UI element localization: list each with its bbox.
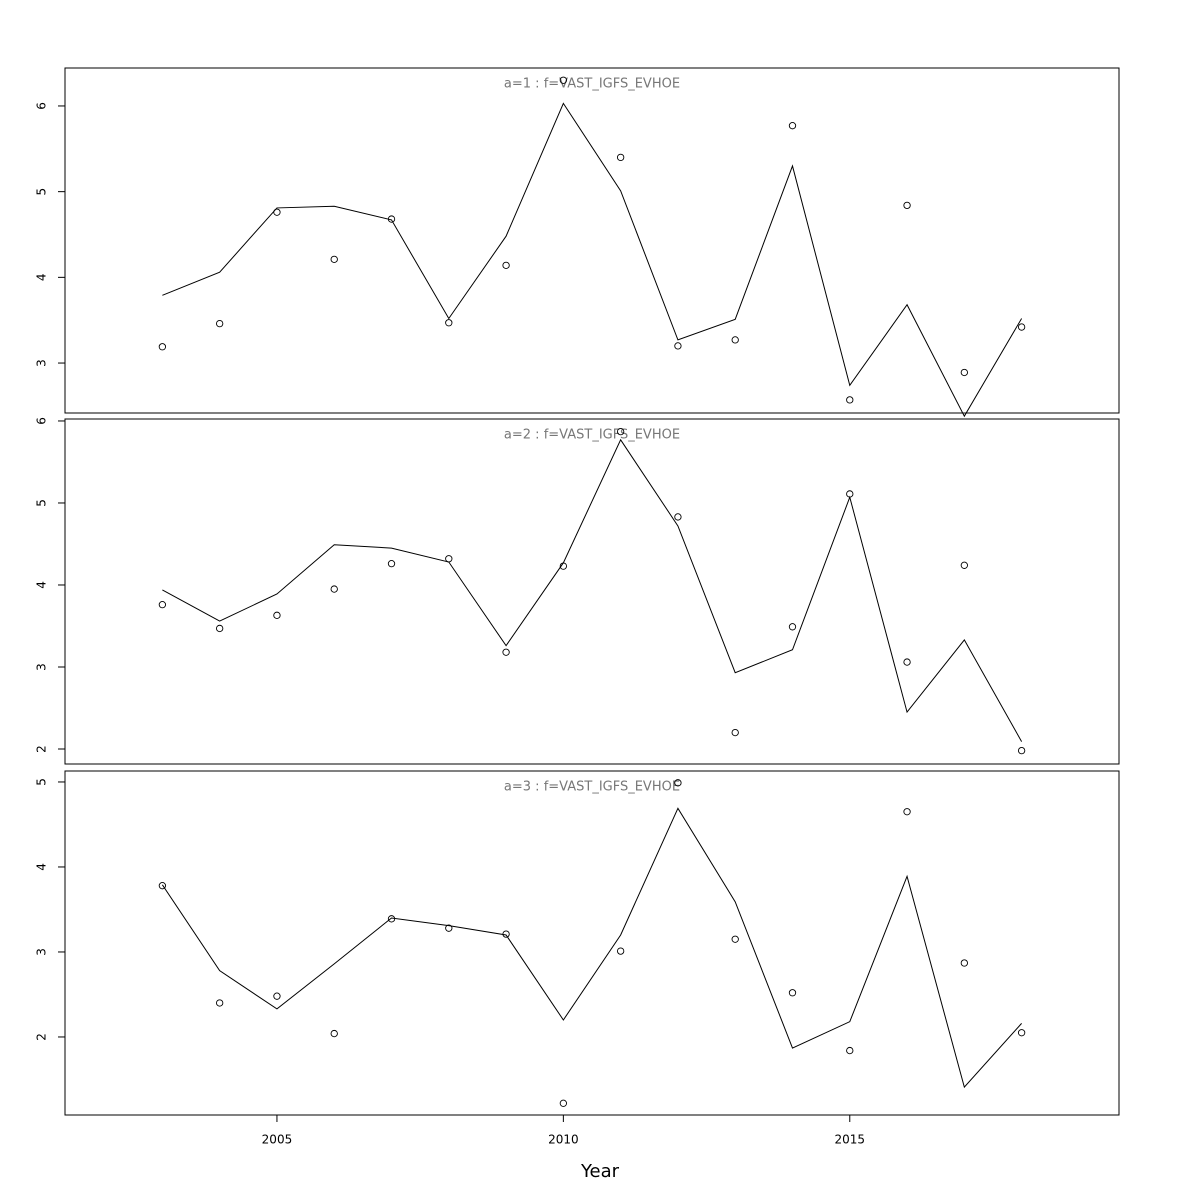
observed-point bbox=[674, 513, 682, 521]
observed-point bbox=[158, 882, 167, 890]
observed-point bbox=[788, 623, 797, 631]
y-tick-label: 5 bbox=[35, 499, 49, 507]
y-tick-label: 3 bbox=[35, 948, 49, 956]
observed-point bbox=[216, 319, 224, 328]
panel-title: a=2 : f=VAST_IGFS_EVHOE bbox=[504, 428, 680, 443]
observed-point bbox=[788, 122, 797, 130]
observed-point bbox=[559, 562, 568, 570]
observed-point bbox=[330, 1029, 338, 1038]
fitted-line bbox=[162, 438, 1023, 742]
plot-box bbox=[64, 67, 1120, 414]
observed-point bbox=[559, 76, 568, 84]
observed-point bbox=[960, 959, 968, 967]
observed-point bbox=[960, 368, 968, 377]
observed-point bbox=[616, 947, 625, 955]
x-tick-label: 2010 bbox=[548, 1133, 579, 1147]
observed-point bbox=[330, 585, 338, 593]
fitted-line bbox=[161, 807, 1022, 1089]
panel-title: a=3 : f=VAST_IGFS_EVHOE bbox=[504, 780, 680, 795]
panel-title: a=1 : f=VAST_IGFS_EVHOE bbox=[504, 77, 680, 92]
observed-point bbox=[903, 808, 911, 816]
y-tick-label: 3 bbox=[35, 359, 49, 367]
observed-point bbox=[731, 336, 739, 344]
observed-point bbox=[731, 935, 739, 943]
observed-point bbox=[502, 261, 510, 270]
y-tick-label: 2 bbox=[35, 1033, 49, 1041]
observed-point bbox=[846, 490, 854, 498]
observed-point bbox=[674, 779, 682, 787]
observed-point bbox=[960, 561, 968, 569]
observed-point bbox=[273, 992, 281, 1000]
observed-point bbox=[445, 319, 453, 327]
x-axis-label: Year bbox=[580, 1161, 620, 1182]
observed-point bbox=[445, 555, 453, 563]
observed-point bbox=[1017, 1029, 1026, 1037]
observed-point bbox=[903, 658, 911, 666]
y-tick-label: 5 bbox=[35, 778, 49, 786]
y-tick-label: 5 bbox=[35, 188, 49, 196]
x-tick-label: 2015 bbox=[834, 1133, 865, 1147]
observed-point bbox=[387, 560, 396, 568]
fitted-line bbox=[162, 102, 1023, 418]
observed-point bbox=[502, 648, 510, 656]
observed-point bbox=[158, 601, 167, 609]
y-tick-label: 4 bbox=[35, 863, 49, 871]
observed-point bbox=[788, 989, 797, 997]
y-tick-label: 4 bbox=[35, 581, 49, 589]
observed-point bbox=[559, 1099, 568, 1107]
y-tick-label: 3 bbox=[35, 663, 49, 671]
observed-point bbox=[330, 255, 338, 264]
observed-point bbox=[846, 1046, 854, 1055]
y-tick-label: 2 bbox=[35, 745, 49, 753]
observed-point bbox=[1017, 746, 1026, 755]
y-tick-label: 6 bbox=[35, 417, 49, 425]
y-tick-label: 4 bbox=[35, 274, 49, 282]
observed-point bbox=[387, 915, 396, 923]
observed-point bbox=[846, 396, 854, 404]
observed-point bbox=[158, 343, 167, 351]
y-tick-label: 6 bbox=[35, 102, 49, 110]
observed-point bbox=[731, 728, 739, 737]
x-tick-label: 2005 bbox=[262, 1133, 293, 1147]
plot-box bbox=[64, 418, 1120, 765]
observed-point bbox=[1017, 323, 1026, 331]
observed-point bbox=[616, 153, 625, 162]
observed-point bbox=[273, 208, 281, 216]
observed-point bbox=[903, 201, 911, 210]
observed-point bbox=[674, 342, 682, 350]
plot-box bbox=[64, 770, 1120, 1116]
observed-point bbox=[216, 624, 224, 633]
observed-point bbox=[445, 924, 453, 932]
observed-point bbox=[387, 215, 396, 223]
observed-point bbox=[616, 427, 625, 436]
observed-point bbox=[502, 930, 510, 938]
observed-point bbox=[216, 999, 224, 1007]
observed-point bbox=[273, 611, 281, 619]
